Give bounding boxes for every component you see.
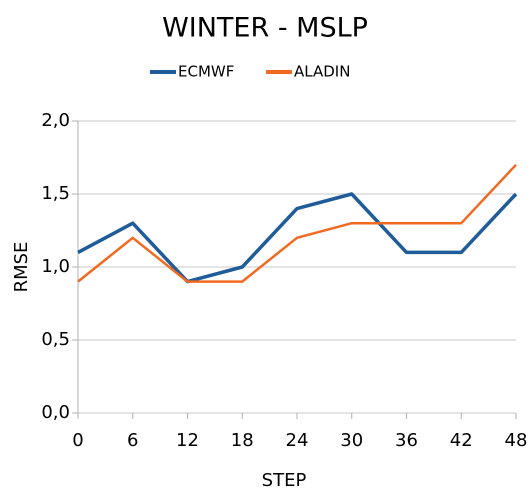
x-tick-label: 36: [395, 430, 418, 451]
legend-label: ECMWF: [178, 63, 234, 81]
x-axis-label: STEP: [262, 470, 307, 491]
x-tick-label: 12: [176, 430, 199, 451]
x-tick-label: 24: [286, 430, 309, 451]
x-tick-label: 42: [450, 430, 473, 451]
x-tick-label: 48: [505, 430, 528, 451]
chart-title: WINTER - MSLP: [162, 13, 368, 44]
line-series: [77, 192, 518, 284]
legend-label: ALADIN: [294, 63, 350, 81]
y-tick-label: 0,0: [41, 402, 70, 423]
x-tick-label: 6: [127, 430, 138, 451]
x-tick-label: 18: [231, 430, 254, 451]
y-tick-label: 0,5: [41, 329, 70, 350]
y-tick-label: 1,5: [41, 183, 70, 204]
x-tick-label: 0: [72, 430, 83, 451]
y-axis-label: RMSE: [11, 242, 32, 293]
line-series: [77, 163, 517, 283]
x-tick-label: 30: [340, 430, 363, 451]
y-tick-label: 2,0: [41, 110, 70, 131]
y-tick-label: 1,0: [41, 256, 70, 277]
